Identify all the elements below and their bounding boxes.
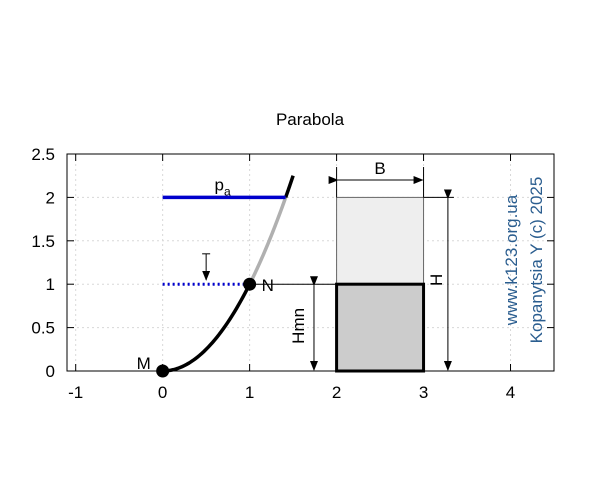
x-tick-label: 0 <box>158 383 167 402</box>
pa-label: pa <box>215 175 231 198</box>
y-tick-label: 2.5 <box>31 145 55 164</box>
y-tick-label: 1.5 <box>31 232 55 251</box>
watermark-copyright: Kopanytsia Y (c) 2025 <box>527 177 546 344</box>
axes-frame <box>66 153 555 372</box>
parabola-segment-0 <box>162 283 252 373</box>
point-n-label: N <box>262 276 274 295</box>
blocks <box>335 196 426 373</box>
parabola-segment-1 <box>248 196 288 285</box>
x-tick-label: 2 <box>332 383 341 402</box>
b-label: B <box>374 159 385 178</box>
x-tick-label: 4 <box>506 383 515 402</box>
grid <box>67 153 554 372</box>
x-tick-label: 3 <box>419 383 428 402</box>
lower-block <box>335 282 426 373</box>
x-tick-label: 1 <box>245 383 254 402</box>
chart-title: Parabola <box>276 110 345 129</box>
y-tick-label: 1 <box>46 275 55 294</box>
watermark-url: www.k123.org.ua <box>502 194 521 326</box>
y-tick-label: 0.5 <box>31 319 55 338</box>
y-tick-label: 2 <box>46 188 55 207</box>
hmn-label: Hmn <box>289 308 308 344</box>
parabola-segment-2 <box>283 175 295 199</box>
plot-frame <box>66 153 555 372</box>
annotations: pa N M B H Hmn <box>137 159 454 373</box>
upper-block <box>336 196 425 285</box>
y-tick-label: 0 <box>46 362 55 381</box>
x-tick-label: -1 <box>68 383 83 402</box>
point-m-label: M <box>137 354 151 373</box>
h-label: H <box>427 274 446 286</box>
ticks: -1 0 1 2 3 4 0 0.5 1 1.5 2 2.5 <box>31 145 554 402</box>
